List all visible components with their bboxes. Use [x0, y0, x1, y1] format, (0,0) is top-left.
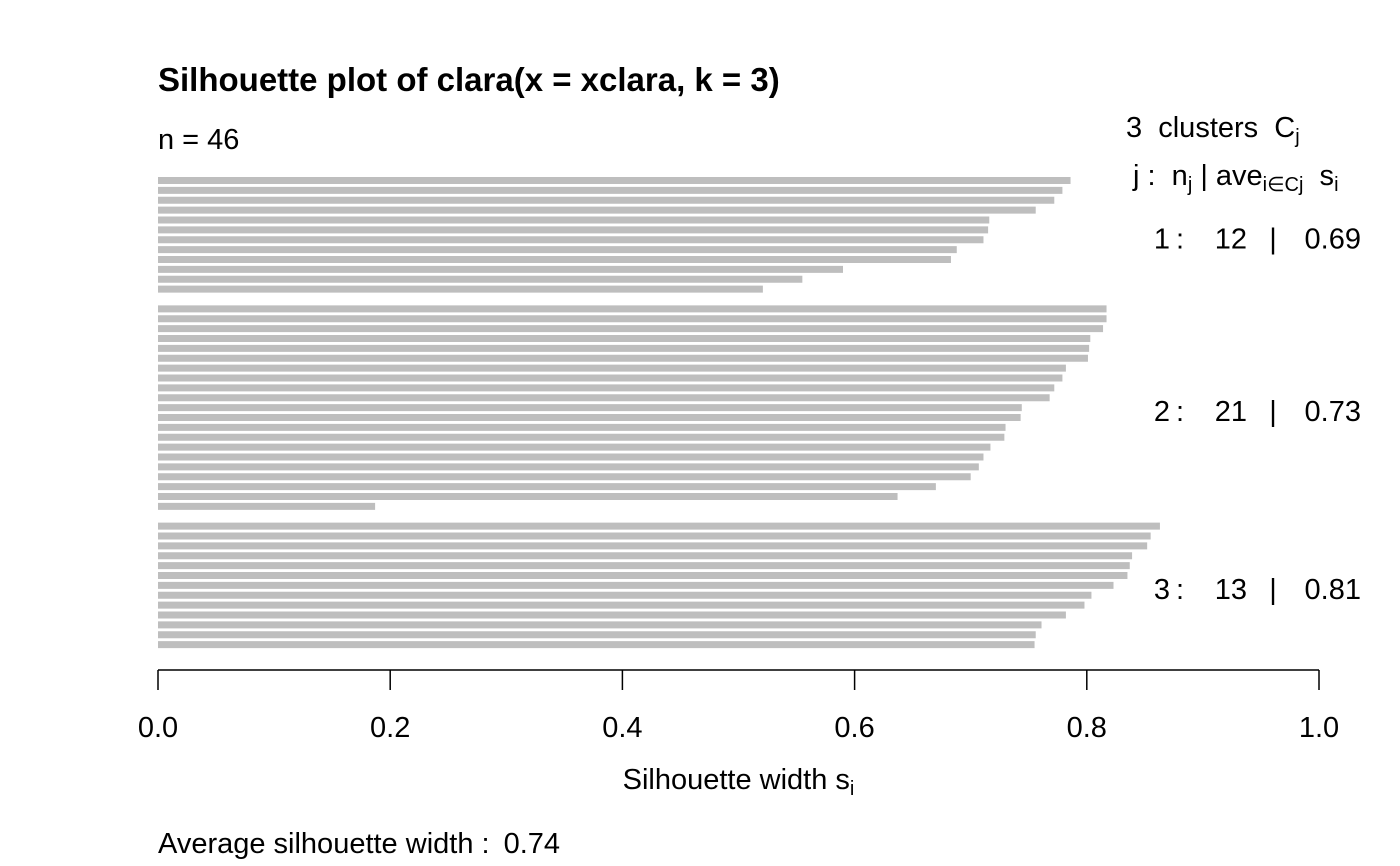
cluster-size: 13: [1215, 574, 1247, 606]
bar: [158, 621, 1042, 629]
bar: [158, 414, 1021, 421]
footer: Average silhouette width : 0.74: [158, 828, 560, 860]
bar: [158, 236, 984, 244]
bar: [158, 581, 1114, 589]
x-tick-label: 0.2: [370, 712, 410, 744]
bar: [158, 631, 1036, 639]
bar: [158, 433, 1005, 441]
bar: [158, 226, 989, 234]
bar: [158, 483, 936, 491]
cluster-size: 21: [1215, 396, 1247, 428]
bar: [158, 256, 951, 263]
x-tick-label: 0.6: [834, 712, 874, 744]
legend-header-part: | ave: [1192, 160, 1262, 192]
bar: [158, 206, 1036, 214]
cluster-average: 0.73: [1305, 396, 1361, 428]
footer-value: 0.74: [504, 828, 560, 860]
bar: [158, 265, 843, 273]
bar: [158, 562, 1130, 570]
cluster-average: 0.81: [1305, 574, 1361, 606]
x-axis-label-part: Silhouette width s: [623, 764, 850, 796]
chart-subtitle: n = 46: [158, 124, 239, 156]
bar: [158, 542, 1148, 550]
bar: [158, 601, 1085, 609]
bar: [158, 463, 979, 471]
cluster-sep: :: [1176, 223, 1184, 255]
x-axis-label: Silhouette width si: [623, 764, 855, 800]
bar: [158, 305, 1107, 313]
bar: [158, 522, 1160, 530]
bar: [158, 285, 763, 293]
cluster-average: 0.69: [1305, 223, 1361, 255]
legend-header: 3 clusters Cj: [1126, 112, 1300, 148]
legend-header-part: s: [1303, 160, 1334, 192]
cluster-sep: :: [1176, 396, 1184, 428]
bar: [158, 196, 1055, 204]
bar: [158, 572, 1128, 579]
bar: [158, 177, 1071, 184]
bar: [158, 493, 898, 500]
bar: [158, 344, 1090, 352]
bar: [158, 423, 1006, 431]
bar: [158, 591, 1092, 599]
x-tick-label: 0.4: [602, 712, 642, 744]
legend-header-part: j: [1187, 174, 1192, 196]
footer-text: Average silhouette width :: [158, 828, 490, 860]
bar: [158, 186, 1063, 194]
cluster-id: 1: [1154, 223, 1170, 255]
cluster-sep: :: [1176, 574, 1184, 606]
bar: [158, 611, 1066, 619]
x-tick-label: 1.0: [1299, 712, 1339, 744]
cluster-sep: |: [1269, 223, 1277, 255]
cluster-id: 3: [1154, 574, 1170, 606]
bar: [158, 275, 803, 283]
cluster-size: 12: [1215, 223, 1247, 255]
bar: [158, 335, 1091, 342]
bar: [158, 473, 971, 481]
bar: [158, 384, 1055, 392]
bar: [158, 374, 1063, 382]
chart-title: Silhouette plot of clara(x = xclara, k =…: [158, 61, 780, 98]
bar: [158, 552, 1133, 560]
bar: [158, 394, 1050, 402]
bar: [158, 532, 1151, 540]
bar: [158, 315, 1107, 323]
legend-header-part: j: [1294, 126, 1299, 148]
legend-header-part: i: [1334, 174, 1338, 196]
bar: [158, 404, 1022, 412]
legend-header-part: j : n: [1132, 160, 1188, 192]
x-tick-label: 0.0: [138, 712, 178, 744]
bar: [158, 443, 991, 451]
bar: [158, 354, 1088, 362]
legend-header-part: 3 clusters C: [1126, 112, 1295, 144]
cluster-sep: |: [1269, 396, 1277, 428]
cluster-sep: |: [1269, 574, 1277, 606]
x-tick-label: 0.8: [1067, 712, 1107, 744]
bar: [158, 641, 1035, 649]
bar: [158, 453, 984, 461]
bar: [158, 325, 1104, 333]
legend-header-part: i∈Cj: [1263, 174, 1304, 196]
x-axis-label-part: i: [850, 778, 854, 800]
bar: [158, 364, 1066, 372]
bar: [158, 246, 957, 254]
bar: [158, 502, 376, 510]
legend-header: j : nj | avei∈Cj si: [1132, 160, 1339, 196]
cluster-id: 2: [1154, 396, 1170, 428]
bar: [158, 216, 990, 224]
